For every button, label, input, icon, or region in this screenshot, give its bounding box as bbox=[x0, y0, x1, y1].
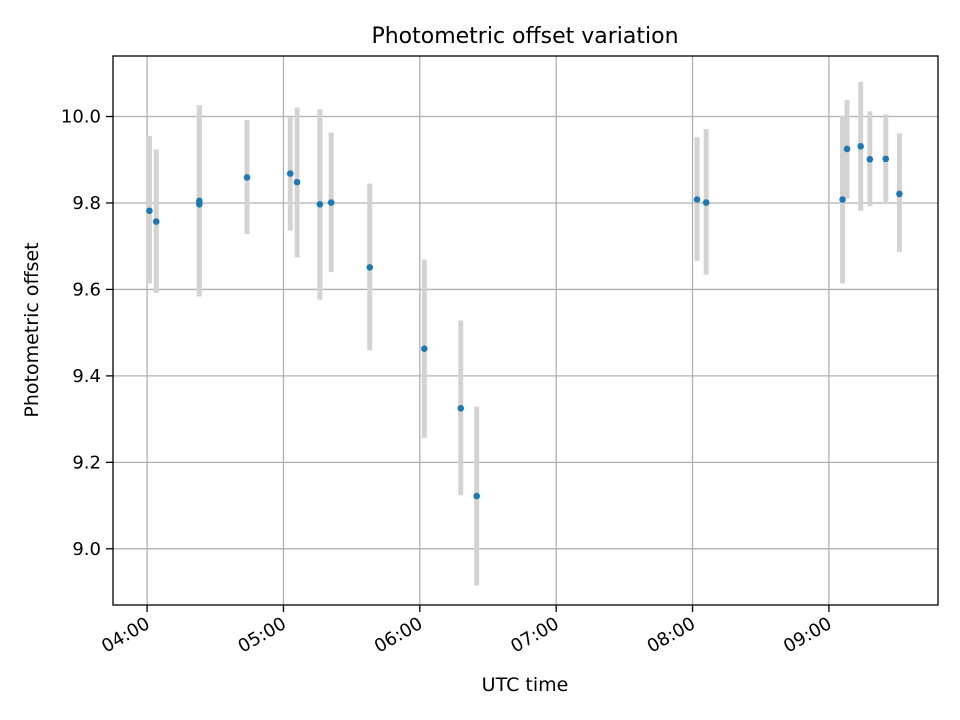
x-axis-label: UTC time bbox=[482, 674, 569, 696]
y-axis-label: Photometric offset bbox=[21, 242, 43, 417]
data-point bbox=[857, 143, 864, 150]
data-point bbox=[366, 264, 374, 271]
y-axis-ticks: 9.0 9.2 9.4 9.6 9.8 10.0 bbox=[61, 107, 113, 560]
data-point bbox=[457, 405, 465, 412]
data-point bbox=[243, 174, 251, 181]
data-point bbox=[196, 200, 203, 208]
data-point bbox=[286, 170, 294, 177]
plot-area bbox=[113, 56, 938, 605]
data-point bbox=[896, 190, 903, 198]
chart-title: Photometric offset variation bbox=[371, 24, 678, 49]
data-point bbox=[327, 199, 335, 206]
y-tick-label: 9.4 bbox=[72, 366, 101, 387]
data-point bbox=[693, 196, 701, 203]
data-point bbox=[146, 207, 153, 215]
grid bbox=[113, 56, 938, 605]
y-tick-label: 9.0 bbox=[72, 539, 101, 560]
data-point bbox=[152, 218, 160, 225]
data-point bbox=[421, 345, 428, 352]
data-point bbox=[843, 145, 851, 153]
y-tick-label: 10.0 bbox=[61, 107, 101, 128]
data-point bbox=[702, 199, 710, 206]
y-tick-label: 9.8 bbox=[72, 193, 101, 214]
data-point bbox=[473, 492, 480, 500]
data-point bbox=[882, 155, 890, 163]
data-point bbox=[316, 200, 324, 208]
y-tick-label: 9.2 bbox=[72, 452, 101, 473]
data-point bbox=[866, 156, 874, 163]
data-point bbox=[293, 178, 301, 186]
y-tick-label: 9.6 bbox=[72, 279, 101, 300]
data-point bbox=[839, 196, 846, 203]
axes-frame bbox=[112, 55, 939, 606]
data-points bbox=[146, 143, 903, 500]
